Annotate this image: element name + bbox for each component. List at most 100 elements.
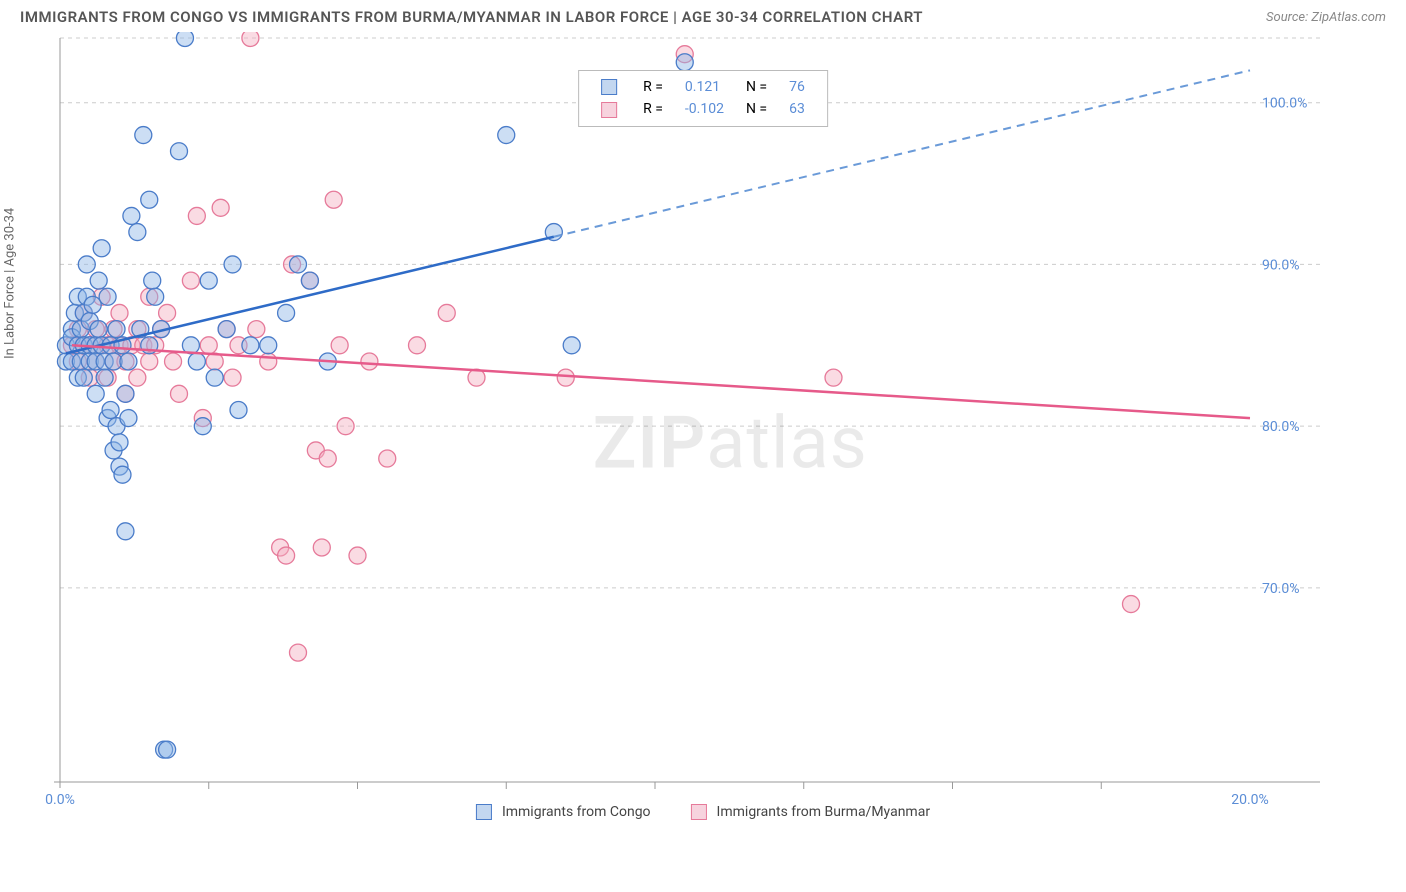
data-point <box>409 337 426 354</box>
data-point <box>144 272 161 289</box>
data-point <box>218 321 235 338</box>
svg-text:0.0%: 0.0% <box>45 792 75 808</box>
data-point <box>224 369 241 386</box>
data-point <box>212 199 229 216</box>
n-value: 63 <box>779 99 815 119</box>
r-label: R = <box>633 77 673 97</box>
data-point <box>319 450 336 467</box>
data-point <box>90 321 107 338</box>
legend-label: Immigrants from Burma/Myanmar <box>717 804 931 820</box>
data-point <box>123 207 140 224</box>
svg-text:70.0%: 70.0% <box>1262 581 1300 597</box>
data-point <box>96 369 113 386</box>
data-point <box>438 304 455 321</box>
data-point <box>313 539 330 556</box>
swatch-icon <box>476 804 492 820</box>
data-point <box>111 304 128 321</box>
data-point <box>224 256 241 273</box>
legend-label: Immigrants from Congo <box>502 804 651 820</box>
data-point <box>206 369 223 386</box>
data-point <box>498 127 515 144</box>
data-point <box>90 272 107 289</box>
n-label: N = <box>736 77 777 97</box>
data-point <box>87 385 104 402</box>
data-point <box>557 369 574 386</box>
n-value: 76 <box>779 77 815 97</box>
data-point <box>260 337 277 354</box>
data-point <box>301 272 318 289</box>
data-point <box>1123 596 1140 613</box>
r-value: -0.102 <box>675 99 734 119</box>
data-point <box>349 547 366 564</box>
data-point <box>111 434 128 451</box>
series-legend: Immigrants from Congo Immigrants from Bu… <box>476 804 930 820</box>
data-point <box>325 191 342 208</box>
data-point <box>248 321 265 338</box>
trendline-congo <box>66 237 554 354</box>
data-point <box>290 644 307 661</box>
data-point <box>331 337 348 354</box>
scatter-chart: 70.0% 80.0% 90.0% 100.0% 0.0% 20.0% <box>20 32 1340 822</box>
swatch-icon <box>601 79 617 95</box>
data-point <box>171 143 188 160</box>
data-point <box>563 337 580 354</box>
data-point <box>290 256 307 273</box>
data-point <box>200 272 217 289</box>
data-point <box>361 353 378 370</box>
data-point <box>102 402 119 419</box>
swatch-icon <box>601 102 617 118</box>
data-point <box>78 256 95 273</box>
data-point <box>117 523 134 540</box>
chart-title: IMMIGRANTS FROM CONGO VS IMMIGRANTS FROM… <box>20 8 923 26</box>
data-point <box>242 32 259 47</box>
data-point <box>230 402 247 419</box>
data-point <box>99 288 116 305</box>
y-axis-label: In Labor Force | Age 30-34 <box>3 208 18 359</box>
data-point <box>260 353 277 370</box>
data-point <box>108 321 125 338</box>
svg-text:20.0%: 20.0% <box>1231 792 1269 808</box>
svg-text:80.0%: 80.0% <box>1262 419 1300 435</box>
data-point <box>129 224 146 241</box>
data-point <box>165 353 182 370</box>
data-point <box>135 127 152 144</box>
data-point <box>141 191 158 208</box>
svg-text:100.0%: 100.0% <box>1262 96 1307 112</box>
data-point <box>278 547 295 564</box>
data-point <box>159 741 176 758</box>
correlation-legend: R =0.121N =76 R =-0.102N =63 <box>578 70 828 127</box>
data-point <box>147 288 164 305</box>
data-point <box>188 207 205 224</box>
data-point <box>379 450 396 467</box>
data-point <box>171 385 188 402</box>
data-point <box>114 466 131 483</box>
data-point <box>278 304 295 321</box>
data-point <box>129 369 146 386</box>
chart-area: In Labor Force | Age 30-34 70.0%80.0%90.… <box>20 32 1386 822</box>
data-point <box>200 337 217 354</box>
data-point <box>141 353 158 370</box>
data-point <box>242 337 259 354</box>
svg-text:90.0%: 90.0% <box>1262 257 1300 273</box>
r-label: R = <box>633 99 673 119</box>
data-point <box>84 296 101 313</box>
legend-item-congo: Immigrants from Congo <box>476 804 651 820</box>
data-point <box>337 418 354 435</box>
data-point <box>182 272 199 289</box>
data-point <box>825 369 842 386</box>
data-point <box>117 385 134 402</box>
data-point <box>93 240 110 257</box>
trendline-burma <box>72 345 1250 418</box>
data-point <box>159 304 176 321</box>
data-point <box>120 410 137 427</box>
swatch-icon <box>691 804 707 820</box>
data-point <box>194 418 211 435</box>
legend-item-burma: Immigrants from Burma/Myanmar <box>691 804 931 820</box>
data-point <box>676 54 693 71</box>
data-point <box>176 32 193 47</box>
n-label: N = <box>736 99 777 119</box>
source-attribution: Source: ZipAtlas.com <box>1266 10 1386 25</box>
data-point <box>188 353 205 370</box>
r-value: 0.121 <box>675 77 734 97</box>
data-point <box>120 353 137 370</box>
